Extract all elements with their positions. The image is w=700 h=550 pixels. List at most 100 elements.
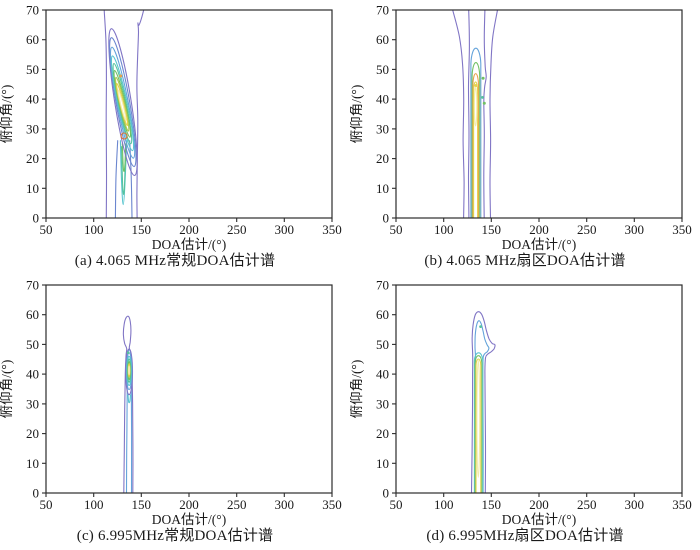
contour-line: [452, 9, 465, 219]
contour-set-a: [103, 9, 145, 219]
contour-stem: [473, 81, 479, 219]
x-tick-label: 350: [672, 222, 692, 237]
y-tick-label: 10: [376, 181, 389, 196]
y-tick-label: 60: [26, 32, 39, 47]
x-tick-label: 50: [40, 497, 53, 512]
x-axis-label: DOA估计/(°): [502, 512, 576, 527]
y-tick-label: 50: [26, 62, 39, 77]
subplot-d-caption: (d) 6.995MHz扇区DOA估计谱: [426, 528, 624, 544]
y-axis-label: 俯仰角/(°): [0, 360, 14, 419]
y-tick-label: 30: [26, 121, 39, 136]
y-tick-label: 0: [383, 211, 390, 226]
axes-frame: [45, 284, 333, 494]
y-tick-label: 50: [376, 337, 389, 352]
contour-ellipse: [117, 89, 127, 121]
contour-stem: [474, 355, 483, 494]
x-tick-label: 100: [84, 222, 104, 237]
x-tick-label: 250: [577, 497, 597, 512]
contour-ellipse: [109, 46, 136, 159]
contour-dot: [481, 96, 484, 99]
x-tick-label: 200: [529, 497, 549, 512]
x-tick-label: 50: [390, 497, 403, 512]
y-axis-label: 俯仰角/(°): [350, 85, 364, 144]
contour-ellipse: [473, 86, 478, 127]
x-axis-label: DOA估计/(°): [152, 237, 226, 252]
x-tick-label: 250: [227, 222, 247, 237]
contour-dot: [482, 101, 486, 105]
y-tick-label: 50: [376, 62, 389, 77]
x-tick-label: 250: [227, 497, 247, 512]
subplot-a: 50 100 150 200 250 300 350 0 10 20 30 40 50 60 70 DOA估计…: [0, 0, 350, 275]
contour-dot: [479, 325, 482, 328]
contour-dot: [474, 84, 478, 87]
x-tick-label: 200: [179, 497, 199, 512]
y-tick-label: 0: [383, 486, 390, 501]
contour-plot-d: 50 100 150 200 250 300 350 0 10 20 30 40 50 60 70 DOA估计…: [350, 278, 692, 528]
contour-ellipse: [476, 359, 481, 478]
contour-line: [467, 9, 470, 219]
contour-set-b: [452, 9, 499, 219]
contour-ellipse: [128, 365, 131, 376]
y-tick-label: 10: [376, 456, 389, 471]
y-tick-label: 0: [33, 486, 40, 501]
y-tick-label: 70: [376, 278, 389, 293]
contour-plot-c: 50 100 150 200 250 300 350 0 10 20 30 40 50 60 70 DOA估计…: [0, 278, 342, 528]
contour-set-c: [122, 315, 134, 494]
y-tick-label: 30: [26, 396, 39, 411]
x-tick-label: 150: [132, 222, 152, 237]
x-tick-label: 300: [275, 222, 295, 237]
y-tick-label: 70: [26, 278, 39, 293]
contour-line: [136, 9, 145, 219]
subplot-a-caption: (a) 4.065 MHz常规DOA估计谱: [74, 253, 276, 269]
x-tick-label: 200: [529, 222, 549, 237]
y-axis-label: 俯仰角/(°): [0, 85, 14, 144]
contour-line: [114, 140, 119, 219]
contour-set-d: [470, 311, 496, 494]
x-tick-label: 150: [132, 497, 152, 512]
contour-plot-a: 50 100 150 200 250 300 350 0 10 20 30 40 50 60 70 DOA估计…: [0, 3, 342, 253]
contour-line: [489, 9, 499, 219]
x-tick-label: 100: [434, 222, 454, 237]
y-tick-label: 40: [26, 367, 39, 382]
y-tick-label: 60: [376, 32, 389, 47]
contour-stem: [470, 47, 482, 219]
x-tick-label: 100: [84, 497, 104, 512]
x-tick-label: 300: [275, 497, 295, 512]
y-tick-label: 50: [26, 337, 39, 352]
axes-frame: [45, 9, 333, 219]
x-tick-label: 350: [322, 222, 342, 237]
subplot-b: 50 100 150 200 250 300 350 0 10 20 30 40 50 60 70 DOA估计…: [350, 0, 700, 275]
y-axis-label: 俯仰角/(°): [350, 360, 364, 419]
x-tick-label: 150: [482, 497, 502, 512]
y-tick-label: 30: [376, 121, 389, 136]
contour-ellipse: [108, 28, 138, 177]
contour-line: [483, 9, 487, 219]
x-tick-label: 50: [390, 222, 403, 237]
contour-line: [103, 9, 108, 219]
y-tick-label: 10: [26, 456, 39, 471]
contour-ellipse: [109, 37, 137, 168]
contour-dot: [120, 132, 128, 140]
contour-ellipse: [110, 55, 135, 152]
contour-dot: [481, 76, 485, 80]
y-tick-label: 40: [376, 92, 389, 107]
x-axis-label: DOA估计/(°): [152, 512, 226, 527]
x-tick-label: 300: [625, 497, 645, 512]
y-tick-label: 70: [376, 3, 389, 18]
y-tick-label: 70: [26, 3, 39, 18]
y-tick-label: 20: [26, 426, 39, 441]
x-axis-label: DOA估计/(°): [502, 237, 576, 252]
contour-stem: [471, 62, 481, 219]
y-tick-label: 40: [26, 92, 39, 107]
x-tick-label: 250: [577, 222, 597, 237]
y-tick-label: 20: [376, 426, 389, 441]
contour-plot-b: 50 100 150 200 250 300 350 0 10 20 30 40 50 60 70 DOA估计…: [350, 3, 692, 253]
x-tick-label: 200: [179, 222, 199, 237]
axes-frame: [395, 9, 683, 219]
x-tick-label: 300: [625, 222, 645, 237]
x-tick-label: 350: [322, 497, 342, 512]
y-tick-label: 60: [26, 307, 39, 322]
y-tick-label: 40: [376, 367, 389, 382]
contour-ellipse: [125, 348, 134, 396]
